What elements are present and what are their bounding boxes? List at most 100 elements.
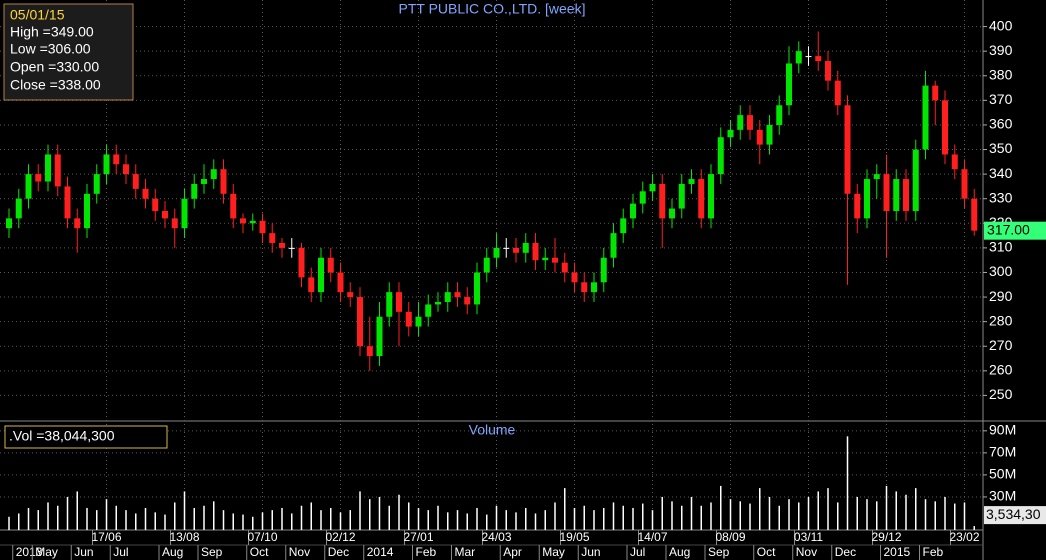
candle-body	[620, 218, 627, 234]
volume-bar	[37, 510, 39, 530]
candle-body	[893, 179, 900, 211]
volume-bar	[252, 516, 254, 530]
candle-body	[279, 242, 285, 248]
volume-bar	[105, 499, 108, 530]
volume-bar	[515, 512, 517, 530]
info-high: High =349.00	[10, 24, 94, 40]
candle-body	[708, 174, 714, 219]
volume-bar	[144, 507, 147, 530]
month-label: Jul	[113, 545, 128, 559]
candle-body	[45, 154, 51, 182]
candle-body	[415, 316, 422, 327]
y-tick-label: 340	[989, 165, 1013, 181]
last-price-box	[984, 221, 1046, 240]
volume-tick-label: 90M	[989, 422, 1016, 438]
month-label: Oct	[250, 545, 269, 559]
volume-tick-label: 50M	[989, 466, 1016, 482]
month-label: Dec	[835, 545, 856, 559]
volume-bar	[739, 501, 741, 530]
candle-body	[113, 154, 120, 165]
candle-body	[932, 85, 939, 101]
candle-body	[25, 174, 32, 199]
volume-bar	[388, 505, 390, 530]
candle-body	[649, 183, 656, 192]
candle-body	[347, 292, 354, 298]
candle-body	[249, 220, 256, 224]
candle-body	[951, 154, 958, 170]
month-label: 2015	[884, 545, 911, 559]
month-label: Sep	[708, 545, 730, 559]
candle-body	[747, 115, 753, 130]
candle-body	[503, 247, 510, 249]
volume-bar	[437, 505, 439, 530]
candle-body	[873, 174, 880, 180]
candle-body	[386, 292, 393, 317]
candle-body	[659, 183, 666, 219]
volume-bar	[554, 502, 556, 530]
volume-bar	[447, 512, 449, 530]
volume-info: .Vol =38,044,300	[9, 428, 115, 444]
volume-bar	[651, 510, 654, 530]
candle-body	[210, 169, 217, 180]
volume-bar	[759, 488, 761, 530]
candle-body	[435, 301, 441, 305]
volume-bar	[768, 496, 771, 530]
volume-bar	[612, 502, 615, 530]
volume-bar	[310, 502, 312, 530]
volume-bar	[729, 499, 732, 530]
volume-bar	[954, 503, 956, 530]
candle-body	[201, 179, 207, 184]
volume-bar	[135, 513, 137, 530]
candle-body	[171, 218, 178, 229]
month-label: Nov	[289, 545, 310, 559]
volume-bar	[817, 491, 819, 530]
candle-body	[581, 282, 588, 293]
candle-body	[639, 191, 646, 204]
volume-bar	[408, 502, 410, 530]
y-tick-label: 270	[989, 337, 1013, 353]
x-tick-label: 13/08	[169, 530, 199, 544]
volume-tick-label: 70M	[989, 444, 1016, 460]
candle-body	[688, 179, 695, 184]
candle-body	[308, 277, 315, 293]
volume-bar	[885, 485, 888, 530]
candle-body	[405, 311, 412, 327]
candle-body	[318, 257, 324, 293]
candle-body	[366, 346, 373, 357]
candle-body	[844, 105, 851, 194]
candle-body	[483, 257, 490, 273]
volume-bar	[661, 496, 663, 530]
candle-body	[191, 183, 198, 199]
volume-bar	[798, 502, 800, 530]
last-volume-label: 3,534,30	[986, 506, 1041, 522]
volume-bar	[320, 510, 322, 530]
candle-body	[561, 262, 568, 273]
month-label: Mar	[455, 545, 476, 559]
month-label: Jun	[74, 545, 93, 559]
month-label: Dec	[328, 545, 349, 559]
candle-body	[776, 105, 783, 125]
candle-body	[805, 56, 812, 58]
volume-bar	[86, 507, 88, 530]
x-tick-label: 02/12	[325, 530, 355, 544]
candle-body	[357, 297, 363, 347]
candle-body	[571, 272, 578, 283]
volume-bar	[456, 510, 459, 530]
last-price-label: 317.00	[987, 221, 1030, 237]
volume-bar	[369, 499, 371, 530]
volume-bar	[544, 510, 546, 530]
volume-bar	[115, 505, 117, 530]
candle-body	[425, 304, 432, 317]
volume-bar	[720, 485, 722, 530]
volume-bar	[973, 526, 975, 530]
candle-body	[464, 297, 471, 305]
candle-body	[912, 149, 919, 211]
volume-bar	[66, 496, 69, 530]
candle-body	[454, 292, 461, 298]
month-label: Feb	[416, 545, 437, 559]
volume-bar	[573, 507, 576, 530]
volume-bar	[486, 514, 488, 530]
candle-body	[74, 218, 81, 229]
volume-bar	[593, 510, 595, 530]
